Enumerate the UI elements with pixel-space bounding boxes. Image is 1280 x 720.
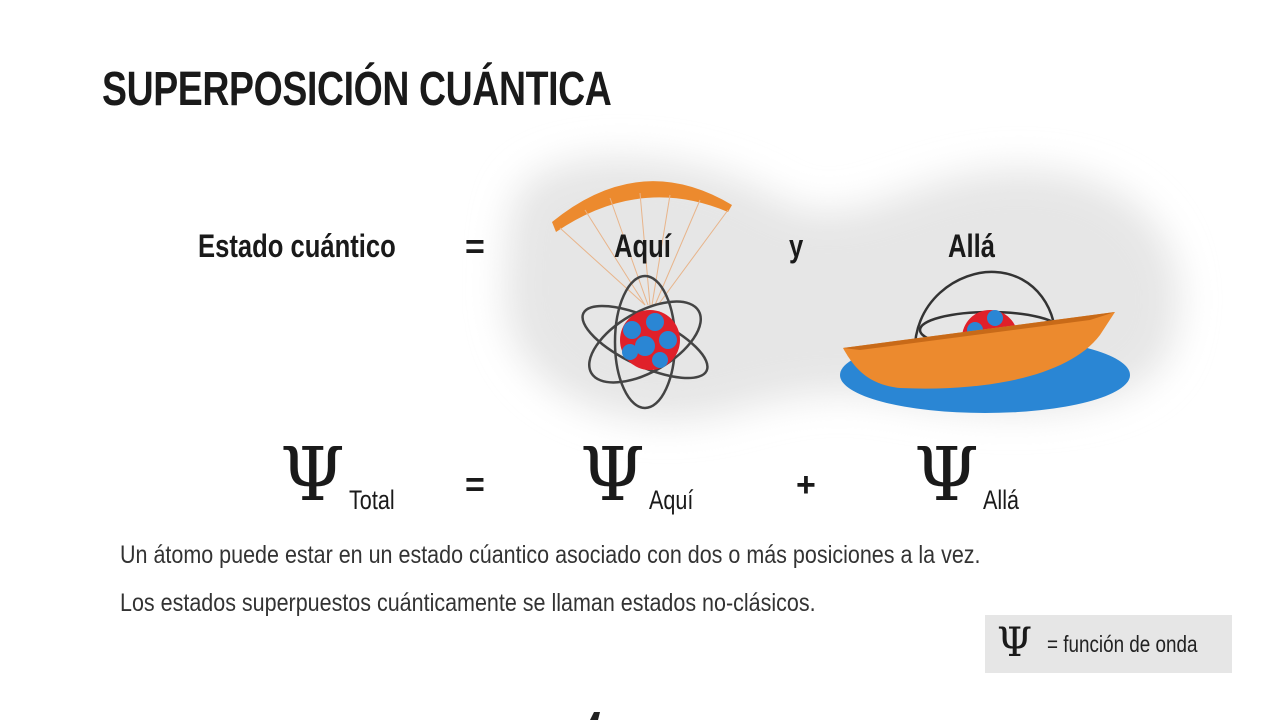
psi-total-symbol: Ψ — [280, 432, 345, 518]
nucleus-here — [620, 310, 680, 370]
psi-there-subscript: Allá — [982, 485, 1019, 515]
legend-text: = función de onda — [1047, 631, 1198, 657]
cropped-accent — [590, 712, 600, 720]
psi-legend-symbol: Ψ — [997, 620, 1033, 666]
equals-sign-top: = — [465, 228, 485, 266]
page-title: SUPERPOSICIÓN CUÁNTICA — [102, 63, 612, 116]
there-label: Allá — [948, 228, 995, 264]
psi-here-subscript: Aquí — [648, 485, 694, 515]
psi-total-term: Ψ Total — [280, 432, 406, 518]
psi-there-term: Ψ Allá — [914, 432, 1028, 518]
psi-here-symbol: Ψ — [580, 432, 645, 518]
boat-icon — [843, 312, 1115, 389]
legend-box: Ψ = función de onda — [985, 615, 1232, 673]
and-label: y — [789, 228, 804, 264]
psi-here-term: Ψ Aquí — [580, 432, 704, 518]
psi-there-symbol: Ψ — [914, 432, 979, 518]
here-label: Aquí — [614, 228, 671, 264]
equals-sign-psi: = — [465, 466, 485, 504]
description-line-1: Un átomo puede estar en un estado cúanti… — [120, 541, 981, 569]
psi-total-subscript: Total — [348, 485, 395, 515]
state-label: Estado cuántico — [198, 228, 396, 264]
description-line-2: Los estados superpuestos cuánticamente s… — [120, 589, 816, 617]
plus-sign: + — [796, 466, 816, 504]
